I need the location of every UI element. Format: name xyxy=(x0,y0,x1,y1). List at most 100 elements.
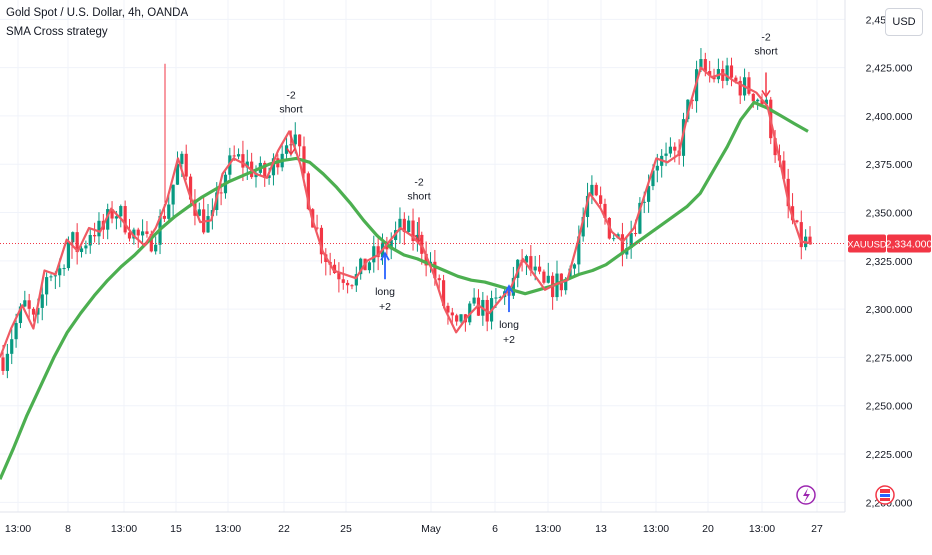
candle-body xyxy=(184,153,188,177)
candle-body xyxy=(402,218,406,232)
candle-body xyxy=(459,314,463,322)
candle-body xyxy=(599,195,603,204)
candle-body xyxy=(306,173,310,210)
candle-body xyxy=(524,256,529,263)
candle-body xyxy=(293,134,297,145)
price-axis-label: 2,275.000 xyxy=(866,352,913,364)
currency-button[interactable]: USD xyxy=(885,8,923,36)
candle-body xyxy=(127,232,132,239)
candle-body xyxy=(175,163,180,185)
candle-body xyxy=(245,161,249,168)
candle-body xyxy=(71,232,75,243)
strategy-name[interactable]: SMA Cross strategy xyxy=(6,26,108,38)
candle-body xyxy=(760,99,764,105)
candle-body xyxy=(673,146,677,151)
calendar-icon-bot xyxy=(880,498,890,501)
price-axis-label: 2,300.000 xyxy=(866,304,913,316)
signal-label: +2 xyxy=(503,334,515,346)
candle-body xyxy=(45,277,49,295)
candle-body xyxy=(437,278,441,281)
candle-body xyxy=(795,220,799,223)
candle-body xyxy=(66,242,71,269)
candle-body xyxy=(612,238,616,240)
candle-body xyxy=(642,201,646,203)
lightning-icon[interactable] xyxy=(796,485,816,505)
candle-body xyxy=(1,357,5,371)
signal-label: -2 xyxy=(761,31,770,43)
candle-body xyxy=(114,216,119,219)
candle-body xyxy=(149,233,153,252)
candle-body xyxy=(119,206,123,217)
candle-body xyxy=(188,176,193,200)
signal-arrow-head xyxy=(414,234,424,243)
candle-body xyxy=(93,235,97,237)
candle-body xyxy=(84,245,88,249)
candle-body xyxy=(154,244,158,252)
candle-body xyxy=(389,240,393,250)
signal-label: long xyxy=(499,319,519,331)
candle-body xyxy=(398,218,402,231)
price-axis-label: 2,250.000 xyxy=(866,401,913,413)
candle-body xyxy=(655,165,659,171)
candle-body xyxy=(472,297,476,304)
candle-body xyxy=(337,273,341,280)
candle-body xyxy=(764,99,768,105)
candle-body xyxy=(219,192,223,194)
candle-body xyxy=(808,236,812,243)
time-axis-label: 8 xyxy=(65,523,71,535)
candle-body xyxy=(441,280,446,306)
signal-arrow-head xyxy=(286,148,296,156)
calendar-event-icon[interactable] xyxy=(875,485,895,505)
lightning-icon-bolt xyxy=(803,488,810,503)
price-badge-text: 2,334.000 xyxy=(886,238,932,250)
candle-body xyxy=(267,175,271,178)
candle-body xyxy=(298,134,302,147)
candle-body xyxy=(5,353,9,371)
candle-body xyxy=(31,308,36,315)
candle-body xyxy=(241,154,245,168)
candle-body xyxy=(206,216,210,233)
candle-body xyxy=(319,227,324,255)
time-axis-label: 13:00 xyxy=(643,523,669,535)
candle-body xyxy=(167,204,171,219)
candle-body xyxy=(18,306,23,324)
candle-body xyxy=(581,216,585,237)
candle-body xyxy=(232,155,236,157)
candle-body xyxy=(708,71,712,76)
candle-body xyxy=(49,276,53,278)
symbol-title: Gold Spot / U.S. Dollar, 4h, OANDA xyxy=(6,7,189,19)
candle-body xyxy=(411,220,415,242)
time-axis-label: 13:00 xyxy=(5,523,31,535)
signal-label: -2 xyxy=(414,176,423,188)
candle-body xyxy=(786,178,790,207)
candle-body xyxy=(782,160,786,179)
trade-signal-long: long +2 xyxy=(499,284,519,346)
candle-body xyxy=(725,65,729,81)
candle-body xyxy=(36,307,40,315)
candle-body xyxy=(372,246,376,263)
candle-body xyxy=(585,195,590,217)
candle-body xyxy=(721,69,725,81)
candle-body xyxy=(450,312,454,316)
candle-body xyxy=(197,209,201,216)
candle-body xyxy=(341,279,345,283)
candle-body xyxy=(315,227,319,229)
candle-body xyxy=(236,154,241,157)
candle-body xyxy=(651,170,655,187)
candle-body xyxy=(140,231,145,236)
candle-body xyxy=(446,305,450,313)
candle-body xyxy=(494,297,498,299)
price-axis-label: 2,400.000 xyxy=(866,111,913,123)
price-axis-label: 2,425.000 xyxy=(866,63,913,75)
candle-body xyxy=(106,209,110,230)
candle-body xyxy=(75,232,79,253)
time-axis-label: 27 xyxy=(811,523,823,535)
time-axis-label: 13:00 xyxy=(215,523,241,535)
candle-body xyxy=(572,264,577,269)
candle-body xyxy=(271,158,276,176)
calendar-icon-mid xyxy=(880,494,890,497)
candle-body xyxy=(747,77,751,94)
